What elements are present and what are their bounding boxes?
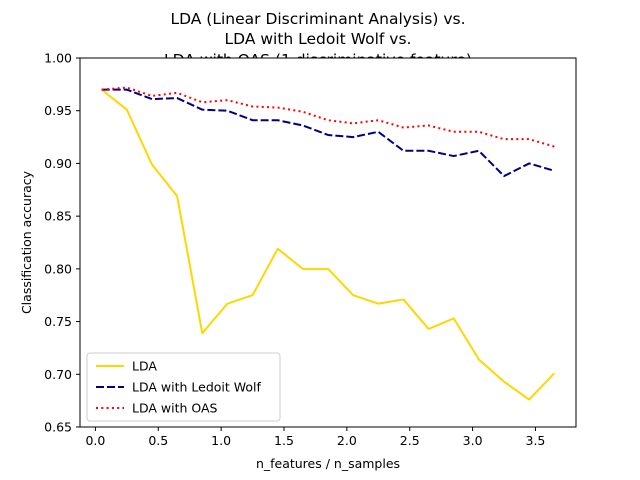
y-axis-label: Classification accuracy [19,170,34,314]
plot-frame [79,57,577,428]
x-axis-ticks: 0.0 0.5 1.0 1.5 2.0 2.5 3.0 3.5 [85,427,545,448]
x-tick-label: 0.0 [85,433,105,448]
chart-title-line-2: LDA with Ledoit Wolf vs. [225,30,412,48]
x-tick-label: 3.5 [526,433,546,448]
y-axis-ticks: 0.65 0.70 0.75 0.80 0.85 0.90 0.95 1.00 [44,51,80,435]
legend-label: LDA [132,359,157,374]
legend-label: LDA with Ledoit Wolf [132,380,261,395]
x-tick-label: 1.5 [274,433,294,448]
y-tick-label: 0.85 [44,209,72,224]
y-tick-label: 0.90 [44,156,72,171]
series-line-ledoit-wolf [101,88,555,178]
y-tick-label: 0.95 [44,103,72,118]
x-tick-label: 1.0 [211,433,231,448]
y-tick-label: 0.65 [44,420,72,435]
x-tick-label: 3.0 [463,433,483,448]
x-tick-label: 0.5 [148,433,168,448]
legend-box [86,352,281,422]
y-tick-label: 0.75 [44,314,72,329]
chart-title-line-1: LDA (Linear Discriminant Analysis) vs. [170,10,465,28]
legend-label: LDA with OAS [132,401,218,416]
legend: LDA LDA with Ledoit Wolf LDA with OAS [86,352,281,422]
x-axis-label: n_features / n_samples [256,456,400,471]
series-lines [101,86,556,401]
y-tick-label: 1.00 [44,51,72,66]
x-tick-label: 2.0 [337,433,357,448]
y-tick-label: 0.80 [44,261,72,276]
series-line-lda [101,88,556,401]
y-tick-label: 0.70 [44,367,72,382]
x-tick-label: 2.5 [400,433,420,448]
